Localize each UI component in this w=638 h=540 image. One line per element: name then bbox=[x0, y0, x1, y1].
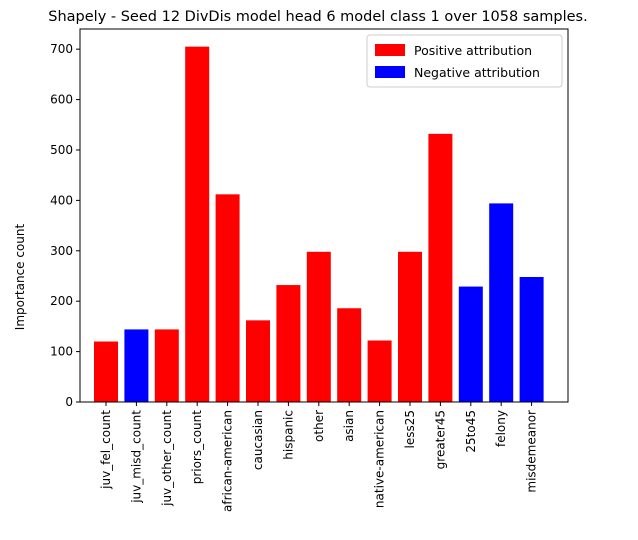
bar-misdemeanor bbox=[519, 276, 544, 402]
bar-hispanic bbox=[276, 285, 301, 402]
x-tick-label: felony bbox=[494, 410, 508, 447]
legend: Positive attribution Negative attributio… bbox=[366, 34, 563, 88]
legend-swatch-negative bbox=[375, 66, 405, 78]
bar-juv_fel_count bbox=[94, 341, 118, 402]
y-axis: 0 100 200 300 400 500 600 700 bbox=[50, 42, 80, 409]
x-tick-label: priors_count bbox=[190, 410, 204, 485]
bar-juv_other_count bbox=[154, 329, 179, 402]
y-axis-label: Importance count bbox=[13, 223, 27, 330]
chart-title: Shapely - Seed 12 DivDis model head 6 mo… bbox=[48, 9, 587, 25]
x-tick-label: less25 bbox=[403, 410, 417, 449]
x-tick-label: misdemeanor bbox=[525, 410, 539, 493]
y-tick-label: 200 bbox=[50, 294, 73, 308]
legend-swatch-positive bbox=[375, 44, 405, 56]
x-tick-label: other bbox=[312, 410, 326, 442]
bar-asian bbox=[337, 308, 362, 402]
bar-less25 bbox=[398, 251, 422, 402]
bar-caucasian bbox=[246, 320, 270, 402]
bar-priors_count bbox=[185, 46, 210, 402]
y-tick-label: 400 bbox=[50, 193, 73, 207]
y-tick-label: 100 bbox=[50, 345, 73, 359]
x-axis: juv_fel_count juv_misd_count juv_other_cou… bbox=[99, 402, 539, 512]
x-tick-label: caucasian bbox=[251, 410, 265, 470]
bar-greater45 bbox=[428, 133, 453, 402]
y-tick-label: 600 bbox=[50, 93, 73, 107]
x-tick-label: greater45 bbox=[433, 410, 447, 469]
plot-frame bbox=[79, 28, 569, 403]
bar-african-american bbox=[215, 194, 240, 402]
x-tick-label: african-american bbox=[221, 410, 235, 512]
y-tick-label: 700 bbox=[50, 42, 73, 56]
x-tick-label: asian bbox=[342, 410, 356, 442]
legend-label-negative: Negative attribution bbox=[414, 65, 540, 80]
x-tick-label: juv_other_count bbox=[160, 410, 174, 507]
y-tick-label: 0 bbox=[65, 395, 73, 409]
y-tick-label: 300 bbox=[50, 244, 73, 258]
bars-layer bbox=[94, 46, 544, 402]
bar-25to45 bbox=[458, 286, 483, 402]
x-tick-label: juv_misd_count bbox=[129, 410, 143, 504]
legend-box bbox=[366, 34, 563, 88]
x-tick-label: juv_fel_count bbox=[99, 410, 113, 490]
x-tick-label: native-american bbox=[373, 410, 387, 508]
x-tick-label: 25to45 bbox=[464, 410, 478, 453]
bar-native-american bbox=[367, 340, 392, 402]
y-tick-label: 500 bbox=[50, 143, 73, 157]
bar-felony bbox=[489, 203, 514, 402]
legend-label-positive: Positive attribution bbox=[414, 43, 532, 58]
bar-juv_misd_count bbox=[124, 329, 149, 402]
x-tick-label: hispanic bbox=[281, 410, 295, 460]
bar-other bbox=[306, 251, 331, 402]
